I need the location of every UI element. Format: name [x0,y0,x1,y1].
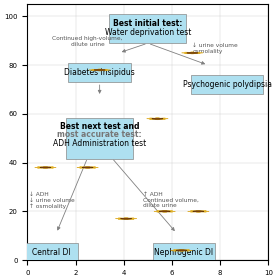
Ellipse shape [200,211,206,212]
Text: Diabetes insipidus: Diabetes insipidus [64,68,135,77]
Circle shape [121,218,132,219]
Ellipse shape [190,52,194,53]
Ellipse shape [160,118,168,119]
FancyBboxPatch shape [68,63,131,82]
Ellipse shape [43,166,48,167]
Ellipse shape [190,53,194,54]
Ellipse shape [190,211,197,212]
Ellipse shape [85,168,90,169]
Text: ADH Administration test: ADH Administration test [53,139,146,148]
Ellipse shape [129,218,137,219]
Ellipse shape [90,167,98,168]
FancyBboxPatch shape [191,75,263,94]
Ellipse shape [185,53,191,54]
Ellipse shape [166,211,172,212]
Ellipse shape [194,53,200,54]
Ellipse shape [124,219,128,220]
Text: Best initial test:: Best initial test: [113,19,183,28]
Ellipse shape [118,219,125,220]
Text: ↓ urine volume
osmolality: ↓ urine volume osmolality [192,43,238,54]
Text: Psychogenic polydipsia: Psychogenic polydipsia [183,80,272,89]
Ellipse shape [92,70,98,71]
Ellipse shape [150,119,156,120]
Ellipse shape [97,70,102,71]
Ellipse shape [115,218,124,219]
Ellipse shape [188,211,196,212]
Circle shape [159,211,170,212]
Ellipse shape [157,211,163,212]
Circle shape [152,118,163,119]
Ellipse shape [159,118,165,119]
FancyBboxPatch shape [153,243,215,263]
Ellipse shape [201,211,209,212]
FancyBboxPatch shape [25,243,78,263]
Ellipse shape [150,118,156,119]
Ellipse shape [85,166,90,167]
Ellipse shape [163,210,167,211]
Ellipse shape [185,52,191,53]
Text: Best next test and: Best next test and [60,122,139,130]
Ellipse shape [35,167,43,168]
Ellipse shape [43,168,48,169]
FancyBboxPatch shape [109,14,186,43]
Circle shape [193,211,204,212]
Circle shape [187,52,198,53]
Ellipse shape [179,249,184,250]
Text: ↓ ADH
↓ urine volume
↑ osmolality: ↓ ADH ↓ urine volume ↑ osmolality [29,192,74,209]
Ellipse shape [155,119,160,120]
Ellipse shape [97,69,102,70]
Ellipse shape [183,249,190,250]
Ellipse shape [196,212,200,213]
Ellipse shape [163,212,167,213]
FancyBboxPatch shape [66,118,133,159]
Text: Central DI: Central DI [32,248,71,257]
Text: ↑ ADH
Continued volume,
dilute urine: ↑ ADH Continued volume, dilute urine [143,192,199,208]
Circle shape [40,167,51,168]
Ellipse shape [184,250,192,251]
Circle shape [82,167,93,168]
Text: Water deprivation test: Water deprivation test [105,28,191,37]
Ellipse shape [92,69,98,70]
Ellipse shape [194,52,200,53]
Text: Continued high-volume,
dilute urine: Continued high-volume, dilute urine [52,36,123,47]
Ellipse shape [48,167,56,168]
Circle shape [176,250,187,251]
Ellipse shape [147,118,155,119]
Ellipse shape [154,211,162,212]
Ellipse shape [77,167,85,168]
Ellipse shape [167,211,175,212]
Ellipse shape [127,219,134,220]
Circle shape [94,69,105,71]
Ellipse shape [101,69,108,70]
Ellipse shape [196,210,200,211]
Ellipse shape [159,119,165,120]
Text: Nephrogenic DI: Nephrogenic DI [154,248,213,257]
Text: most accurate test:: most accurate test: [57,130,142,139]
Ellipse shape [174,249,180,250]
Ellipse shape [101,70,108,71]
Ellipse shape [171,250,179,251]
